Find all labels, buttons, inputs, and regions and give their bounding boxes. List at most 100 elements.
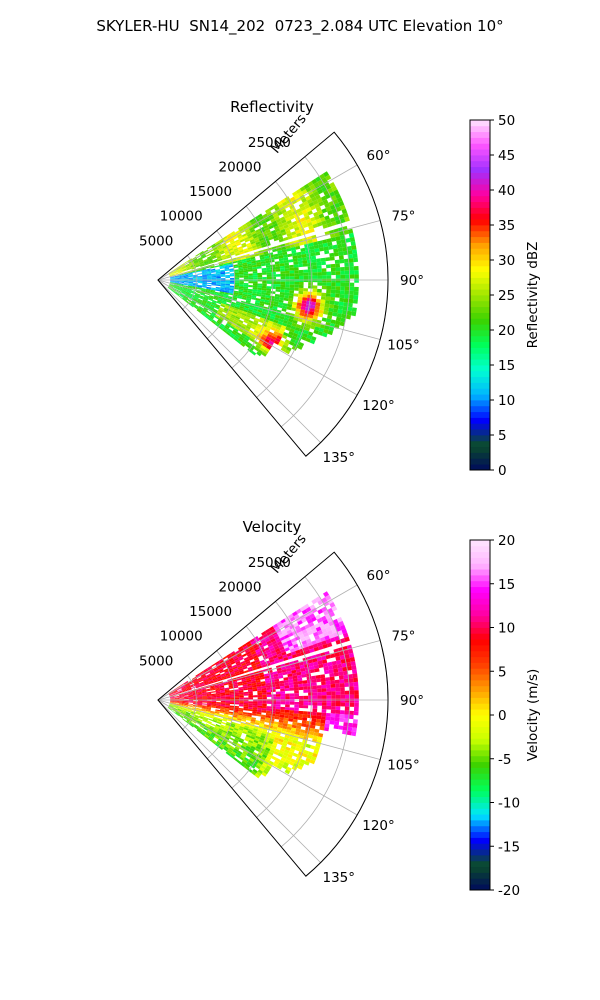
radar-gate: [230, 650, 236, 656]
radar-gate: [210, 686, 215, 689]
radar-gate: [291, 669, 297, 674]
radar-gate: [346, 665, 352, 671]
radar-gate: [297, 764, 303, 770]
radar-gate: [328, 326, 335, 332]
radar-gate: [329, 637, 336, 643]
radar-gate: [330, 713, 336, 718]
radar-gate: [212, 729, 218, 734]
radar-gate: [214, 735, 220, 740]
radar-gate: [208, 680, 214, 684]
radar-gate: [335, 320, 341, 326]
radar-gate: [175, 711, 181, 715]
radar-gate: [280, 347, 287, 352]
radar-gate: [185, 265, 191, 268]
radar-gate: [300, 667, 306, 672]
radar-gate: [253, 728, 259, 732]
radar-gate: [257, 690, 263, 694]
radar-gate: [248, 248, 254, 252]
radar-gate: [284, 707, 290, 711]
radar-gate: [216, 320, 222, 325]
radar-gate: [225, 661, 231, 666]
radar-gate: [206, 255, 212, 259]
radar-gate: [249, 638, 255, 643]
radar-gate: [216, 674, 222, 678]
radar-gate: [247, 234, 253, 239]
radar-gate: [200, 293, 205, 296]
radar-gate: [286, 639, 292, 645]
radar-gate: [225, 724, 231, 728]
radar-gate: [203, 259, 209, 263]
radar-gate: [223, 308, 229, 313]
radar-gate: [265, 747, 271, 752]
radar-gate: [344, 710, 350, 715]
colorbar-segment: [470, 312, 490, 319]
radar-gate: [243, 268, 248, 271]
radar-gate: [292, 191, 298, 197]
radar-gate: [221, 254, 226, 258]
radar-gate: [275, 218, 282, 224]
radar-gate: [183, 285, 189, 287]
radar-gate: [229, 239, 235, 244]
radar-gate: [347, 726, 353, 732]
radar-gate: [353, 710, 359, 716]
radar-gate: [225, 723, 231, 727]
radar-gate: [271, 271, 276, 275]
radar-gate: [199, 683, 205, 686]
radar-gate: [170, 278, 175, 280]
radar-gate: [241, 258, 247, 262]
radar-gate: [293, 267, 299, 271]
radar-gate: [243, 307, 249, 311]
radar-gate: [246, 333, 252, 338]
radar-gate: [298, 342, 305, 347]
radar-gate: [215, 691, 221, 694]
radar-gate: [176, 710, 181, 714]
radar-gate: [236, 718, 242, 721]
radar-gate: [340, 270, 345, 275]
radar-gate: [342, 666, 348, 672]
radar-gate: [253, 319, 259, 324]
radar-gate: [182, 288, 187, 292]
radar-gate: [353, 677, 359, 683]
radar-gate: [325, 684, 331, 689]
radar-gate: [330, 687, 336, 692]
radar-gate: [234, 690, 239, 694]
radar-gate: [202, 676, 207, 680]
radar-gate: [321, 208, 328, 214]
radar-gate: [321, 681, 326, 686]
radar-gate: [215, 689, 221, 692]
colorbar-tick-label: 45: [498, 148, 515, 164]
radar-gate: [173, 285, 179, 288]
radar-gate: [210, 289, 216, 292]
radar-gate: [234, 335, 240, 340]
radar-gate: [226, 313, 232, 318]
radar-gate: [282, 631, 289, 637]
radar-gate: [261, 687, 267, 691]
radar-gate: [177, 270, 183, 273]
azimuth-tick-label: 105°: [387, 338, 420, 354]
radar-gate: [245, 229, 251, 234]
radar-gate: [291, 335, 297, 341]
radar-gate: [233, 727, 239, 732]
radar-gate: [315, 206, 322, 212]
radar-gate: [185, 264, 190, 267]
radar-gate: [203, 258, 208, 262]
radar-gate: [206, 269, 211, 272]
colorbar-tick-label: -15: [498, 839, 520, 855]
colorbar-segment: [470, 440, 490, 448]
radar-gate: [202, 718, 208, 722]
radar-gate: [290, 246, 296, 251]
radar-gate: [225, 691, 230, 694]
radar-gate: [215, 252, 221, 256]
radar-gate: [268, 738, 275, 742]
radar-gate: [180, 685, 186, 688]
radar-gate: [322, 643, 328, 649]
radar-gate: [234, 697, 240, 700]
radar-gate: [250, 335, 256, 341]
radar-gate: [201, 730, 207, 734]
radar-gate: [256, 261, 262, 265]
radar-gate: [239, 724, 245, 728]
radar-gate: [241, 244, 247, 248]
radar-gate: [330, 293, 336, 298]
radar-gate: [291, 322, 297, 327]
